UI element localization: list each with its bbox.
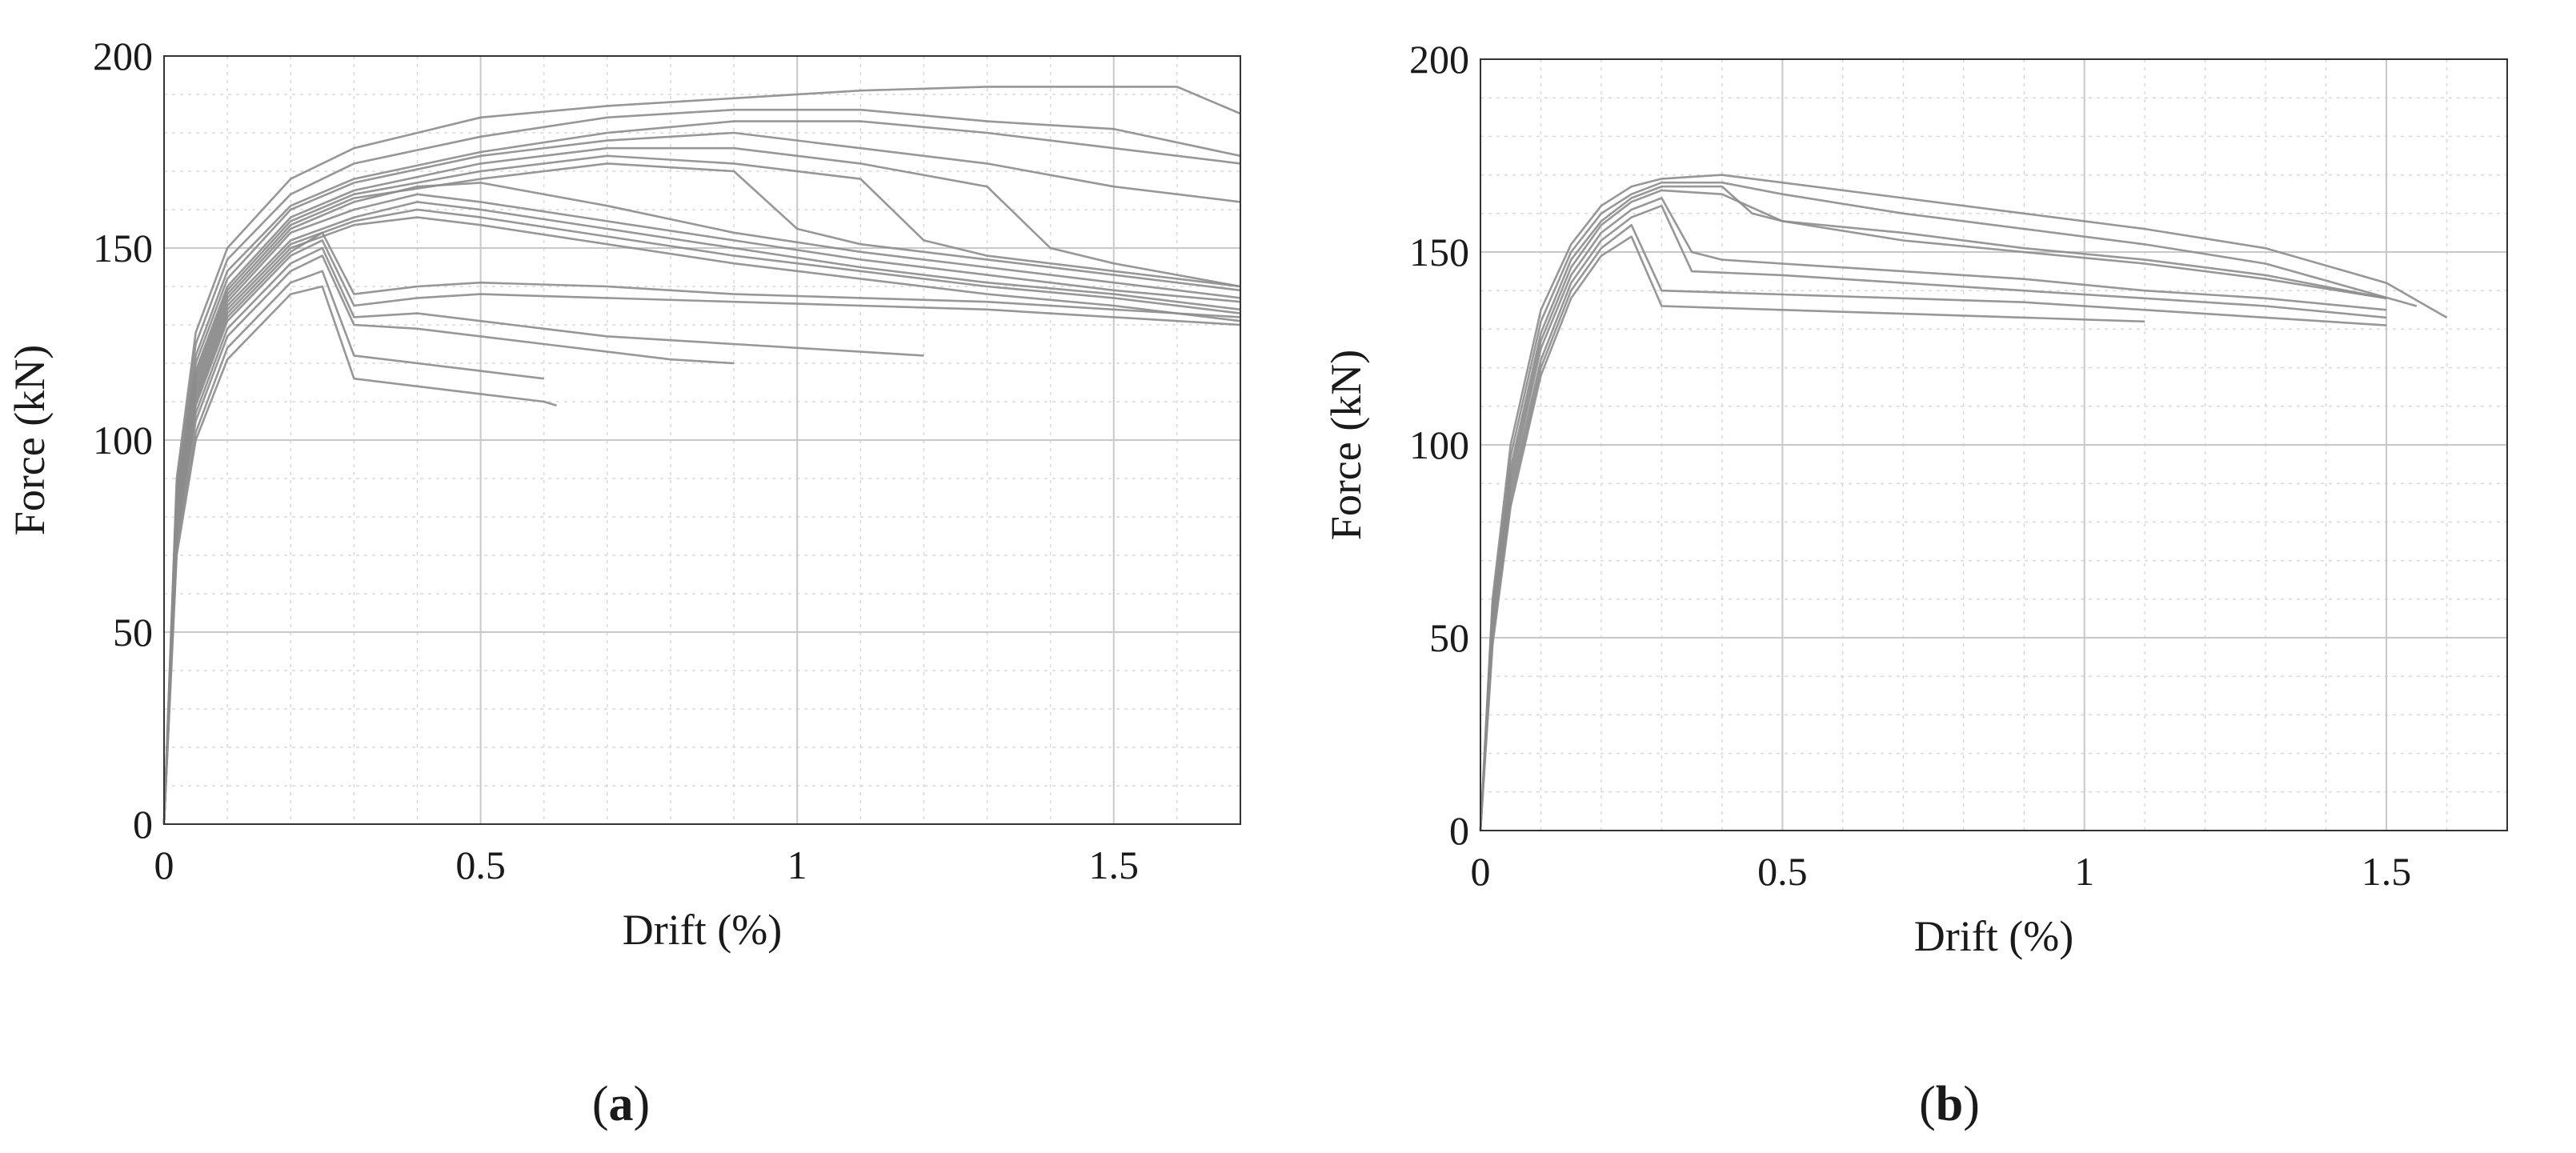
series-line-8 (1479, 235, 2145, 831)
x-axis-label-a: Drift (%) (623, 906, 782, 954)
y-tick-label: 100 (93, 418, 153, 462)
series-line-11 (162, 208, 1241, 825)
plot-frame-a (163, 55, 1241, 825)
series-line-5 (1479, 197, 2387, 831)
series-line-1 (162, 86, 1241, 825)
series-line-9 (162, 193, 1241, 825)
x-tick-label: 1 (2074, 849, 2094, 894)
caption-close-paren: ) (634, 1077, 651, 1131)
x-tick-label: 0.5 (455, 843, 506, 887)
x-tick-labels-b: 0 0.5 1 1.5 (1471, 849, 2412, 894)
x-tick-label: 1.5 (1089, 843, 1140, 887)
series-line-7 (162, 162, 1241, 825)
x-tick-label: 0 (1471, 849, 1491, 894)
x-tick-label: 1.5 (2362, 849, 2412, 894)
series-line-4 (162, 131, 1241, 825)
series-line-5 (162, 146, 1241, 825)
x-tick-label: 0.5 (1757, 849, 1808, 894)
series-line-8 (162, 182, 1241, 825)
series-line-3 (1479, 185, 2387, 831)
y-tick-label: 50 (113, 610, 153, 655)
caption-close-paren: ) (1963, 1077, 1980, 1131)
series-line-2 (162, 108, 1241, 825)
plot-frame-b (1480, 58, 2508, 831)
series-line-7 (1479, 224, 2387, 831)
panel-a: 0 0.5 1 1.5 0 50 100 150 200 Drift (%) Force (k… (6, 34, 1241, 1131)
series-line-6 (1479, 204, 2387, 831)
series-lines-a (162, 86, 1241, 825)
series-line-13 (162, 231, 1241, 825)
x-tick-label: 1 (787, 843, 807, 887)
y-tick-label: 200 (1409, 37, 1469, 82)
y-tick-label: 150 (93, 226, 153, 270)
y-tick-labels-a: 0 50 100 150 200 (93, 34, 153, 847)
gridlines-b (1480, 58, 2508, 831)
y-tick-labels-b: 0 50 100 150 200 (1409, 37, 1469, 853)
x-tick-labels-a: 0 0.5 1 1.5 (154, 843, 1140, 887)
panel-b: 0 0.5 1 1.5 0 50 100 150 200 Drift (%) Force (k… (1322, 37, 2508, 1131)
x-tick-label: 0 (154, 843, 174, 887)
series-line-16 (162, 254, 735, 825)
series-line-2 (1479, 181, 2418, 831)
caption-letter-b: b (1936, 1077, 1963, 1131)
series-line-14 (162, 239, 1241, 825)
gridlines-a (163, 55, 1241, 825)
series-line-6 (162, 154, 1241, 825)
series-line-4 (1479, 189, 2387, 831)
caption-open-paren: ( (592, 1077, 609, 1131)
series-line-10 (162, 201, 1241, 825)
series-line-3 (162, 120, 1241, 825)
series-line-18 (162, 285, 557, 825)
y-tick-label: 100 (1409, 422, 1469, 467)
panel-caption-b: (b) (1919, 1077, 1980, 1131)
series-line-12 (162, 216, 1241, 825)
y-tick-label: 50 (1429, 615, 1469, 660)
panel-caption-a: (a) (592, 1077, 650, 1131)
y-tick-label: 0 (133, 802, 153, 847)
caption-open-paren: ( (1919, 1077, 1936, 1131)
y-tick-label: 0 (1449, 808, 1469, 853)
y-tick-label: 150 (1409, 230, 1469, 274)
x-axis-label-b: Drift (%) (1914, 912, 2073, 960)
series-line-17 (162, 270, 544, 825)
y-axis-label-a: Force (kN) (6, 345, 54, 535)
y-tick-label: 200 (93, 34, 153, 78)
series-lines-b (1479, 174, 2448, 831)
y-axis-label-b: Force (kN) (1322, 350, 1370, 540)
series-line-1 (1479, 174, 2448, 831)
caption-letter-a: a (609, 1077, 634, 1131)
series-line-15 (162, 246, 924, 825)
